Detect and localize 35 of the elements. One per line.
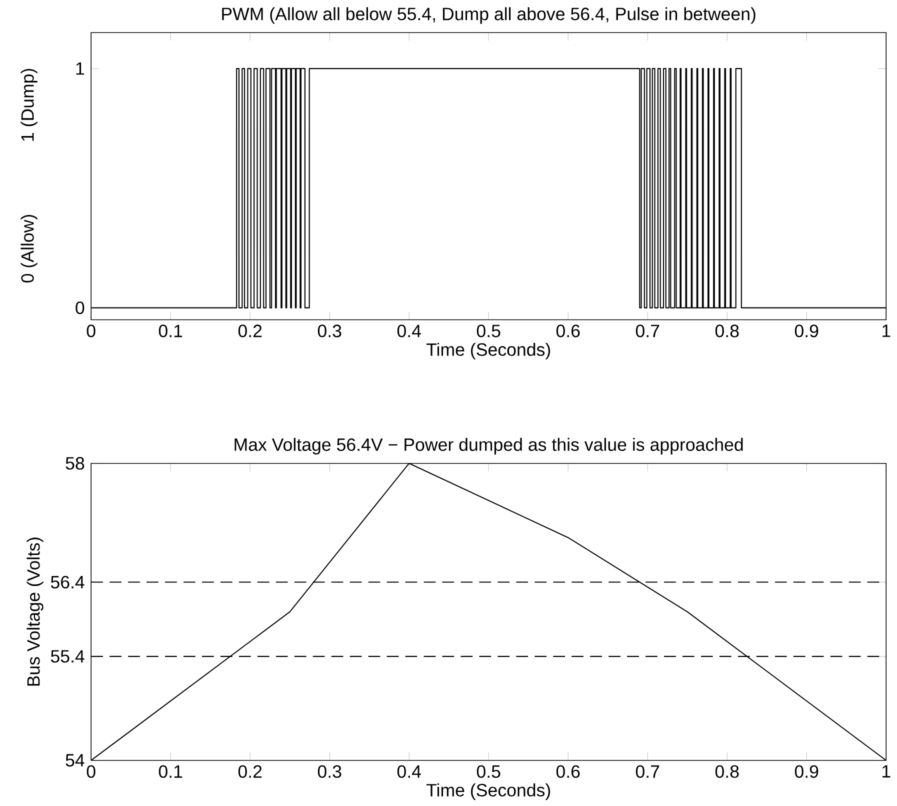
x-tick-label: 0.8 (715, 765, 739, 778)
y-tick-label: 54 (66, 754, 84, 767)
x-tick-label: 0 (86, 765, 96, 778)
chart-title: PWM (Allow all below 55.4, Dump all above 56.4, Pulse in between) (222, 7, 756, 24)
text: 0 (Allow) (20, 214, 38, 282)
x-tick-label: 0.3 (318, 324, 342, 338)
x-tick-label: 0.1 (158, 765, 182, 778)
x-tick-label: 1 (882, 324, 890, 337)
x-tick-label: 0.5 (476, 324, 500, 338)
x-tick-label: 0.2 (238, 765, 262, 778)
x-tick-label: 0.4 (397, 765, 421, 778)
x-tick-label: 0.8 (715, 324, 739, 338)
x-tick-label: 0.9 (794, 324, 818, 338)
x-tick-label: 0.1 (158, 324, 182, 338)
x-axis-title: Time (Seconds) (426, 342, 550, 360)
x-tick-label: 0 (86, 324, 96, 338)
x-tick-label: 0.4 (397, 324, 421, 338)
x-tick-label: 0.9 (794, 765, 818, 778)
x-tick-label: 0.3 (318, 765, 342, 778)
x-axis-title: Time (Seconds) (426, 783, 550, 800)
text: 1 (Dump) (20, 68, 38, 141)
y-tick-label: 0 (76, 302, 84, 314)
y-axis-title: Bus Voltage (Volts) (26, 538, 44, 686)
x-tick-label: 0.7 (636, 324, 660, 338)
x-tick-label: 0.7 (636, 765, 660, 778)
x-tick-label: 0.5 (476, 765, 500, 778)
y-tick-label: 56.4 (50, 576, 84, 588)
x-tick-label: 0.6 (556, 765, 580, 778)
x-tick-label: 1 (882, 765, 890, 778)
x-tick-label: 0.6 (556, 324, 580, 338)
y-tick-label: 58 (66, 457, 84, 470)
y-tick-label: 55.4 (50, 650, 84, 663)
chart-title: Max Voltage 56.4V − Power dumped as this value is approached (234, 438, 743, 455)
y-tick-label: 1 (76, 62, 84, 75)
x-tick-label: 0.2 (238, 324, 262, 338)
